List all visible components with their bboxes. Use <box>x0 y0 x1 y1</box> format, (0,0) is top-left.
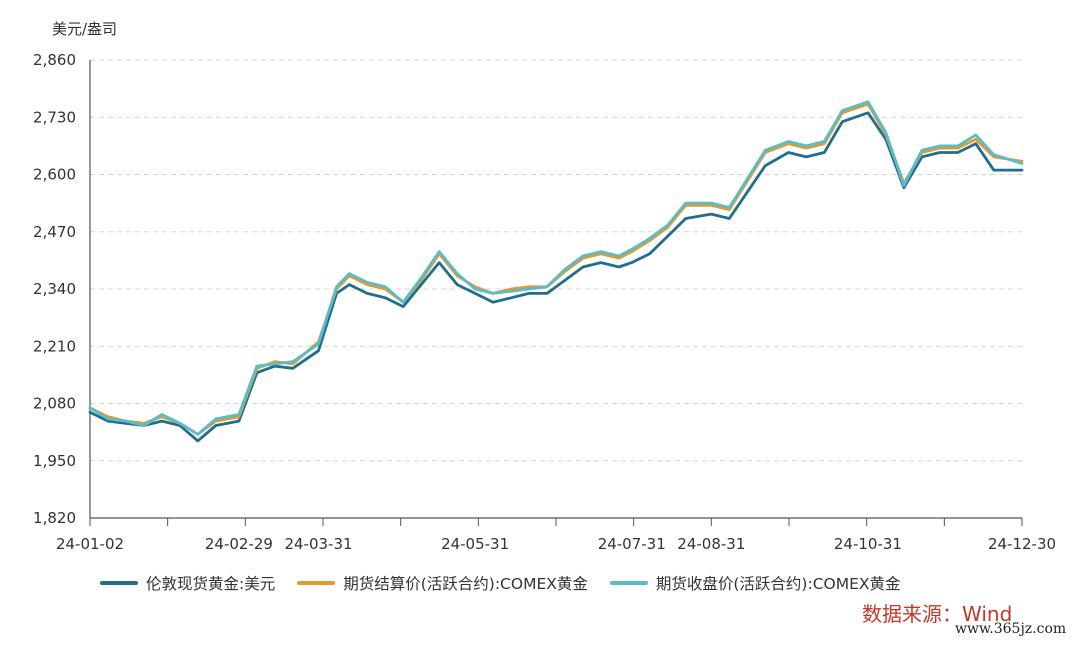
y-tick-label: 2,080 <box>33 395 76 413</box>
x-tick-label: 24-01-02 <box>56 535 124 553</box>
y-axis: 1,820 1,950 2,080 2,210 2,340 2,470 2,600 2,730… <box>33 51 91 527</box>
legend-label-london-spot: 伦敦现货黄金:美元 <box>146 575 276 593</box>
y-tick-label: 2,470 <box>33 223 76 241</box>
x-tick-label: 24-03-31 <box>284 535 352 553</box>
legend-swatch-london-spot <box>100 581 138 585</box>
x-axis: 24-01-02 24-02-29 24-03-31 24-05-31 24-07-31… <box>56 517 1056 553</box>
legend-label-comex-settle: 期货结算价(活跃合约):COMEX黄金 <box>343 575 588 593</box>
legend-item-comex-settle[interactable]: 期货结算价(活跃合约):COMEX黄金 <box>297 572 588 594</box>
y-tick-label: 1,950 <box>33 452 76 470</box>
y-tick-label: 2,210 <box>33 337 76 355</box>
watermark: www.365jz.com <box>955 621 1067 637</box>
y-tick-label: 2,600 <box>33 166 76 184</box>
legend-item-london-spot[interactable]: 伦敦现货黄金:美元 <box>100 572 275 594</box>
legend: 伦敦现货黄金:美元 期货结算价(活跃合约):COMEX黄金 期货收盘价(活跃合约… <box>100 572 901 594</box>
series-line-1 <box>88 102 1024 436</box>
legend-item-comex-close[interactable]: 期货收盘价(活跃合约):COMEX黄金 <box>609 572 901 594</box>
legend-swatch-comex-close <box>609 581 648 585</box>
x-tick-label: 24-02-29 <box>205 535 273 553</box>
x-tick-label: 24-07-31 <box>598 535 666 553</box>
gold-price-line-chart: 美元/盎司 1,820 1,950 2,080 2,210 2,340 2,470 2,60… <box>33 20 1056 553</box>
y-tick-label: 2,860 <box>33 51 76 69</box>
legend-label-comex-close: 期货收盘价(活跃合约):COMEX黄金 <box>655 575 901 593</box>
x-tick-label: 24-08-31 <box>677 535 745 553</box>
x-tick-label: 24-05-31 <box>441 535 509 553</box>
x-tick-label: 24-12-30 <box>988 535 1056 553</box>
y-tick-label: 2,340 <box>33 280 76 298</box>
gridlines <box>90 59 1022 462</box>
y-axis-unit-label: 美元/盎司 <box>52 20 117 38</box>
x-tick-label: 24-10-31 <box>834 535 902 553</box>
y-tick-label: 2,730 <box>33 108 76 126</box>
legend-swatch-comex-settle <box>297 581 336 585</box>
y-tick-label: 1,820 <box>33 509 76 527</box>
series-line-0 <box>88 111 1024 443</box>
series-line-2 <box>88 100 1024 436</box>
series-lines <box>88 100 1024 443</box>
